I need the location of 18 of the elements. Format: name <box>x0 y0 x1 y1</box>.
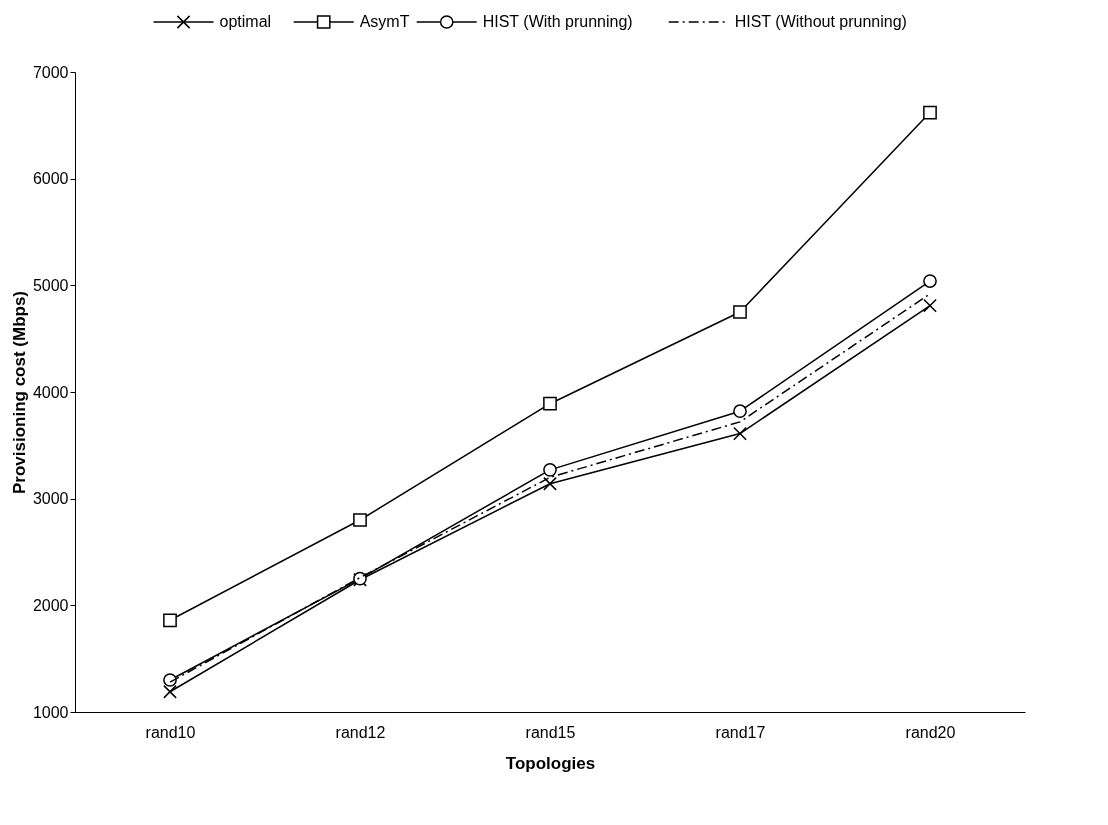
x-tick-label: rand15 <box>525 723 576 741</box>
x-tick-label: rand12 <box>335 723 386 741</box>
legend-label: AsymT <box>359 13 410 30</box>
legend-label: HIST (Without prunning) <box>734 13 907 30</box>
x-tick-label: rand10 <box>145 723 196 741</box>
x-tick-label: rand17 <box>715 723 766 741</box>
legend-label: optimal <box>219 13 272 30</box>
y-tick-label: 1000 <box>32 703 69 721</box>
x-tick-label: rand20 <box>905 723 956 741</box>
y-tick-label: 5000 <box>32 276 69 294</box>
y-tick-label: 4000 <box>32 383 69 401</box>
y-axis-title: Provisioning cost (Mbps) <box>9 290 29 495</box>
y-tick-label: 6000 <box>32 170 69 188</box>
legend-label: HIST (With prunning) <box>482 13 633 30</box>
x-axis-title: Topologies <box>505 753 596 773</box>
y-tick-label: 7000 <box>32 63 69 81</box>
y-tick-label: 2000 <box>32 596 69 614</box>
y-tick-label: 3000 <box>32 490 69 508</box>
